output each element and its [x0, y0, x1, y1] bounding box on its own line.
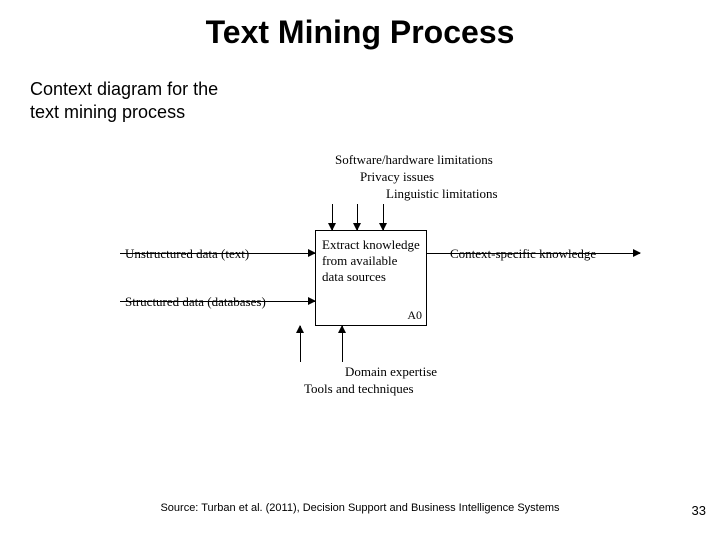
mechanism-label: Tools and techniques: [304, 381, 414, 397]
mechanism-arrow: [342, 326, 343, 362]
process-box: Extract knowledge from available data so…: [315, 230, 427, 326]
constraint-arrow: [357, 204, 358, 230]
output-arrow: [427, 253, 640, 254]
constraint-label: Privacy issues: [360, 169, 434, 185]
mechanism-arrow: [300, 326, 301, 362]
input-arrow: [120, 301, 315, 302]
constraint-arrow: [332, 204, 333, 230]
page-title: Text Mining Process: [0, 0, 720, 51]
mechanism-label: Domain expertise: [345, 364, 437, 380]
source-citation: Source: Turban et al. (2011), Decision S…: [0, 502, 720, 514]
context-diagram: Extract knowledge from available data so…: [0, 70, 720, 470]
process-box-tag: A0: [407, 308, 422, 323]
page-number: 33: [692, 503, 706, 518]
constraint-arrow: [383, 204, 384, 230]
constraint-label: Software/hardware limitations: [335, 152, 493, 168]
constraint-label: Linguistic limitations: [386, 186, 498, 202]
input-arrow: [120, 253, 315, 254]
